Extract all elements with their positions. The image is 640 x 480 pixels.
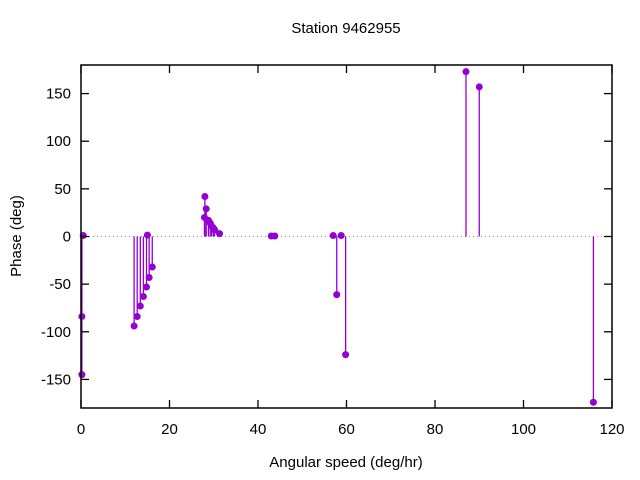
- data-point: [133, 313, 141, 321]
- data-point: [136, 302, 144, 310]
- data-point: [139, 293, 147, 301]
- data-point: [78, 371, 86, 379]
- data-point: [143, 231, 151, 239]
- x-tick-label: 100: [511, 421, 536, 438]
- x-tick-label: 120: [599, 421, 624, 438]
- data-point: [342, 351, 350, 359]
- data-point: [589, 398, 597, 406]
- plot-area: 0 20 40 60 80 100 120 -150 -100 -50 0 50 100 150: [41, 64, 625, 438]
- y-tick-label: 50: [54, 181, 71, 198]
- data-point: [337, 232, 345, 240]
- data-point: [333, 291, 341, 299]
- x-tick-label: 40: [250, 421, 267, 438]
- data-point: [329, 232, 337, 240]
- y-tick-label: 150: [46, 86, 71, 103]
- y-tick-label: 0: [63, 229, 71, 246]
- data-point: [78, 313, 86, 321]
- x-tick-label: 20: [161, 421, 178, 438]
- x-tick-label: 60: [338, 421, 355, 438]
- y-tick-label: -100: [41, 324, 71, 341]
- data-point: [271, 232, 279, 240]
- data-point: [130, 322, 138, 330]
- y-axis-label: Phase (deg): [8, 195, 25, 277]
- y-tick-label: -50: [49, 276, 71, 293]
- chart-title: Station 9462955: [291, 20, 400, 37]
- data-point: [201, 192, 209, 200]
- data-point: [202, 205, 210, 213]
- y-tick-label: -150: [41, 371, 71, 388]
- y-tick-label: 100: [46, 133, 71, 150]
- x-tick-label: 0: [77, 421, 85, 438]
- data-point: [145, 273, 153, 281]
- data-point: [142, 283, 150, 291]
- data-point: [216, 230, 224, 238]
- x-tick-label: 80: [427, 421, 444, 438]
- data-point: [475, 83, 483, 91]
- data-point: [462, 68, 470, 76]
- data-point: [211, 226, 219, 234]
- data-point: [148, 263, 156, 271]
- x-axis-label: Angular speed (deg/hr): [269, 454, 422, 471]
